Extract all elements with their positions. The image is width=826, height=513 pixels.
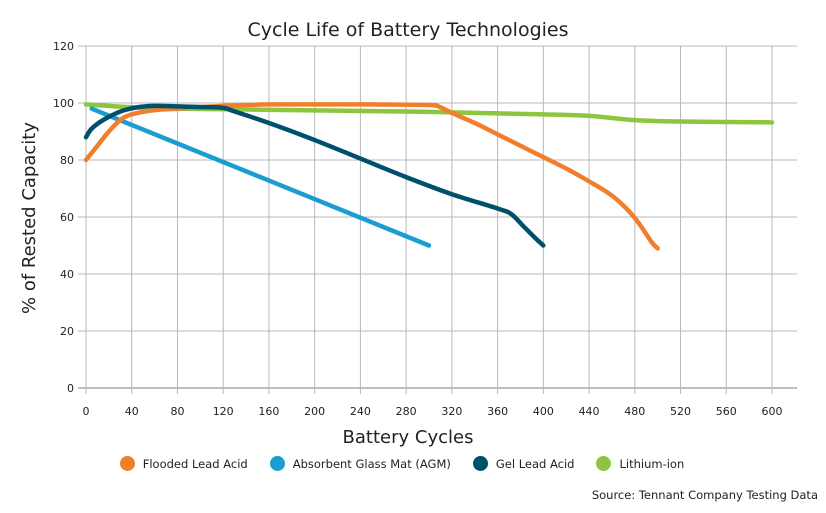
legend-item-flooded: Flooded Lead Acid [119, 456, 248, 471]
y-axis-ticks: 0 20 40 60 80 100 120 [53, 40, 74, 395]
legend: Flooded Lead Acid Absorbent Glass Mat (A… [0, 456, 826, 471]
x-tick-label: 440 [579, 405, 600, 418]
y-tick-label: 100 [53, 97, 74, 110]
x-tick-label: 480 [624, 405, 645, 418]
x-tick-label: 560 [716, 405, 737, 418]
series-line-flooded-lead-acid [83, 102, 660, 251]
legend-label: Gel Lead Acid [495, 456, 575, 471]
x-axis-ticks: 0 40 80 120 160 200 240 280 320 360 400 440 480 520 56… [83, 405, 783, 418]
legend-label: Lithium-ion [619, 456, 685, 471]
source-note: Source: Tennant Company Testing Data [591, 488, 818, 502]
legend-swatch-agm [269, 456, 285, 471]
x-tick-label: 320 [441, 405, 462, 418]
x-tick-label: 80 [170, 405, 184, 418]
y-tick-label: 0 [67, 382, 74, 395]
legend-swatch-gel [472, 456, 488, 471]
legend-label: Flooded Lead Acid [142, 456, 248, 471]
x-tick-label: 40 [125, 405, 139, 418]
grid [78, 45, 797, 394]
legend-swatch-lithium [596, 456, 612, 471]
x-tick-label: 0 [83, 405, 90, 418]
y-axis-label: % of Rested Capacity [19, 122, 40, 314]
legend-label: Absorbent Glass Mat (AGM) [292, 456, 451, 471]
series-lines [83, 102, 775, 251]
x-tick-label: 200 [304, 405, 325, 418]
x-tick-label: 400 [533, 405, 554, 418]
x-tick-label: 280 [396, 405, 417, 418]
x-tick-label: 520 [670, 405, 691, 418]
legend-item-agm: Absorbent Glass Mat (AGM) [269, 456, 451, 471]
y-tick-label: 40 [60, 268, 74, 281]
x-tick-label: 240 [350, 405, 371, 418]
x-tick-label: 600 [762, 405, 783, 418]
x-tick-label: 120 [213, 405, 234, 418]
y-tick-label: 20 [60, 325, 74, 338]
y-tick-label: 80 [60, 154, 74, 167]
x-tick-label: 160 [258, 405, 279, 418]
y-tick-label: 60 [60, 211, 74, 224]
series-line-gel-lead-acid [83, 103, 546, 248]
x-axis-label: Battery Cycles [343, 427, 474, 448]
legend-item-lithium: Lithium-ion [596, 456, 684, 471]
x-tick-label: 360 [487, 405, 508, 418]
series-line-absorbent-glass-mat-agm [89, 106, 432, 248]
legend-swatch-flooded [119, 456, 135, 471]
legend-item-gel: Gel Lead Acid [472, 456, 575, 471]
chart-title: Cycle Life of Battery Technologies [247, 19, 568, 41]
y-tick-label: 120 [53, 40, 74, 53]
